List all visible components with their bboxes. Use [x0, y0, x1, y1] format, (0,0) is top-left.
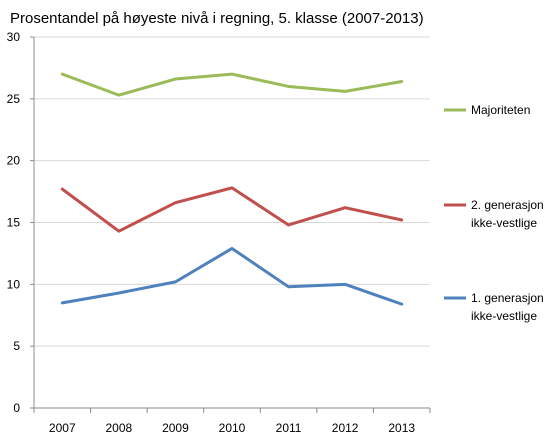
x-tick-label: 2008 — [106, 421, 133, 435]
x-tick-label: 2012 — [332, 421, 359, 435]
series-line-3 — [60, 246, 404, 306]
y-tick-label: 20 — [7, 154, 21, 168]
y-axis-ticks: 0 5 10 15 20 25 30 — [7, 30, 21, 415]
x-axis-ticks: 2007 2008 2009 2010 2011 2012 2013 — [49, 421, 415, 435]
x-tick-label: 2010 — [219, 421, 246, 435]
legend-label: ikke-vestlige — [471, 216, 537, 230]
legend-label: ikke-vestlige — [471, 309, 537, 323]
y-tick-label: 0 — [13, 401, 20, 415]
x-tick-label: 2013 — [388, 421, 415, 435]
y-tick-label: 5 — [13, 339, 20, 353]
legend-item-2: 2. generasjon ikke-vestlige — [444, 198, 544, 230]
x-tick-label: 2011 — [276, 421, 302, 435]
legend-label: 1. generasjon — [471, 291, 544, 305]
x-tick-label: 2009 — [162, 421, 189, 435]
legend-label: 2. generasjon — [471, 198, 544, 212]
legend-item-1: Majoriteten — [444, 103, 530, 117]
y-tick-label: 15 — [7, 216, 21, 230]
series-line-1 — [60, 72, 404, 97]
y-tick-label: 10 — [7, 277, 21, 291]
series-lines — [60, 72, 404, 306]
y-tick-label: 25 — [7, 92, 21, 106]
y-tick-label: 30 — [7, 30, 21, 44]
x-tick-label: 2007 — [49, 421, 76, 435]
legend-label: Majoriteten — [471, 103, 530, 117]
series-line-2 — [60, 186, 404, 233]
chart-title: Prosentandel på høyeste nivå i regning, … — [10, 10, 424, 27]
legend-item-3: 1. generasjon ikke-vestlige — [444, 291, 544, 323]
gridlines — [30, 36, 431, 413]
